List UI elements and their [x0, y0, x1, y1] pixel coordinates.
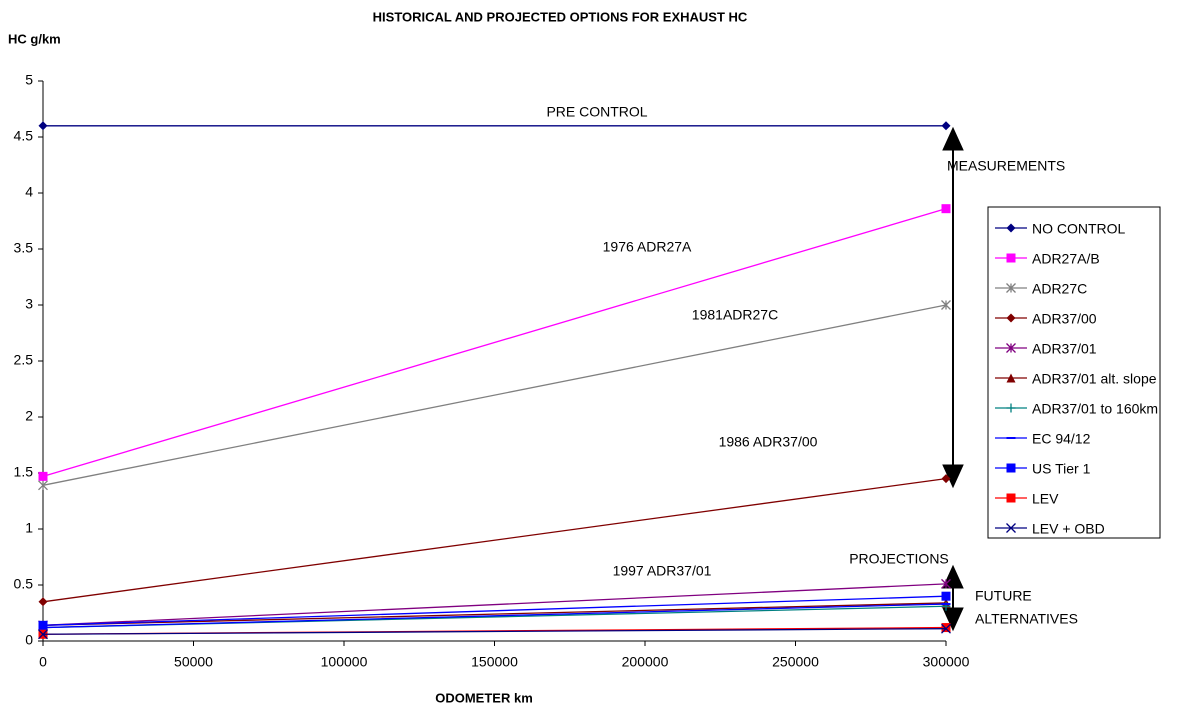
- y-tick-label: 2: [25, 408, 33, 424]
- x-tick-label: 0: [39, 654, 47, 670]
- legend-label: ADR37/00: [1032, 311, 1097, 327]
- series-line: [42, 628, 947, 635]
- marker: [38, 121, 48, 131]
- marker: [941, 121, 951, 131]
- legend-label: NO CONTROL: [1032, 221, 1126, 237]
- legend-label: EC 94/12: [1032, 431, 1091, 447]
- legend-box: [987, 206, 1161, 539]
- series-line: [42, 602, 947, 626]
- annotation: PRE CONTROL: [546, 104, 647, 120]
- annotation: 1986 ADR37/00: [719, 434, 818, 450]
- y-tick-label: 3.5: [14, 240, 34, 256]
- marker: [941, 204, 951, 214]
- legend-marker: [1006, 253, 1016, 263]
- y-tick-label: 3: [25, 296, 33, 312]
- annotation: FUTURE: [975, 588, 1032, 604]
- series-line: [42, 477, 947, 603]
- legend-marker: [1006, 223, 1016, 233]
- arrow-head: [942, 607, 964, 632]
- y-tick-label: 0: [25, 632, 33, 648]
- arrow-head: [942, 126, 964, 151]
- x-axis-label: ODOMETER km: [435, 690, 533, 705]
- marker: [38, 471, 48, 481]
- y-axis-label: HC g/km: [8, 31, 61, 46]
- annotation: MEASUREMENTS: [947, 158, 1065, 174]
- legend-label: US Tier 1: [1032, 461, 1091, 477]
- annotation: PROJECTIONS: [849, 551, 949, 567]
- legend-marker: [1006, 493, 1016, 503]
- legend-label: ADR27C: [1032, 281, 1087, 297]
- annotation: 1981ADR27C: [692, 307, 778, 323]
- marker: [941, 578, 951, 589]
- marker: [38, 480, 48, 491]
- y-tick-label: 2.5: [14, 352, 34, 368]
- legend-label: LEV: [1032, 491, 1059, 507]
- marker: [38, 597, 48, 607]
- legend-label: LEV + OBD: [1032, 521, 1105, 537]
- x-tick-label: 250000: [772, 654, 819, 670]
- annotation: 1976 ADR27A: [603, 239, 692, 255]
- marker: [941, 474, 951, 484]
- y-tick-label: 4: [25, 184, 33, 200]
- marker: [941, 623, 951, 633]
- marker: [38, 629, 48, 640]
- series-line: [42, 304, 947, 486]
- series-line: [42, 595, 947, 626]
- legend-label: ADR37/01 alt. slope: [1032, 371, 1157, 387]
- x-tick-label: 300000: [923, 654, 970, 670]
- x-tick-label: 50000: [174, 654, 213, 670]
- legend-marker: [1006, 283, 1016, 293]
- y-tick-label: 5: [25, 72, 33, 88]
- y-tick-label: 0.5: [14, 576, 34, 592]
- legend-marker: [1006, 463, 1016, 473]
- annotation: ALTERNATIVES: [975, 611, 1078, 627]
- legend-label: ADR37/01 to 160km: [1032, 401, 1158, 417]
- y-tick-label: 1.5: [14, 464, 34, 480]
- arrow-head: [942, 464, 964, 489]
- legend-label: ADR27A/B: [1032, 251, 1100, 267]
- y-tick-label: 1: [25, 520, 33, 536]
- legend-marker: [1006, 373, 1016, 383]
- x-tick-label: 150000: [471, 654, 518, 670]
- marker: [941, 623, 951, 634]
- legend-marker: [1006, 403, 1016, 413]
- legend-marker: [1006, 523, 1016, 533]
- legend-label: ADR37/01: [1032, 341, 1097, 357]
- series-line: [42, 603, 947, 629]
- marker: [38, 620, 48, 630]
- series-line: [42, 583, 947, 626]
- legend-marker: [1006, 343, 1016, 353]
- x-tick-label: 100000: [321, 654, 368, 670]
- legend-marker: [1006, 313, 1016, 323]
- marker: [941, 591, 951, 601]
- x-tick-label: 200000: [622, 654, 669, 670]
- arrows: [942, 126, 964, 632]
- series-line: [42, 208, 947, 477]
- y-tick-label: 4.5: [14, 128, 34, 144]
- annotation: 1997 ADR37/01: [613, 563, 712, 579]
- marker: [941, 300, 951, 310]
- chart-title: HISTORICAL AND PROJECTED OPTIONS FOR EXH…: [373, 9, 748, 24]
